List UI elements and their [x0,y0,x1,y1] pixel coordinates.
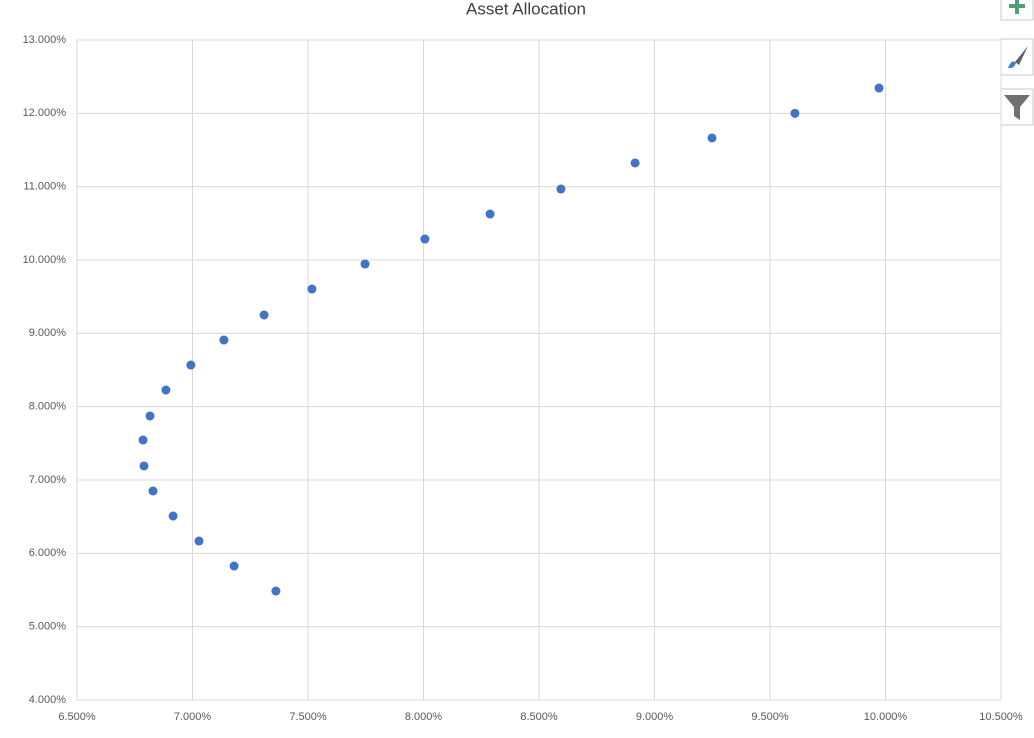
point [556,184,566,194]
point [194,536,204,546]
chart-styles-button[interactable] [1000,38,1034,76]
x-tick-label: 8.000% [405,711,443,723]
point [161,385,171,395]
x-tick-label: 10.500% [979,711,1023,723]
point [139,461,149,471]
x-tick-label: 9.500% [751,711,789,723]
y-tick-label: 6.000% [29,547,67,559]
y-tick-label: 9.000% [29,327,67,339]
y-tick-label: 7.000% [29,474,67,486]
point [790,108,800,118]
y-tick-label: 13.000% [23,34,67,46]
point [186,360,196,370]
chart-elements-button[interactable] [1000,0,1034,21]
point [259,310,269,320]
point [148,486,158,496]
point [485,209,495,219]
point [229,561,239,571]
point [630,158,640,168]
x-tick-label: 7.500% [289,711,327,723]
y-tick-label: 8.000% [29,401,67,413]
point [420,234,430,244]
y-tick-label: 11.000% [23,181,66,193]
point [360,259,370,269]
x-tick-label: 7.000% [174,711,212,723]
point [874,83,884,93]
point [138,435,148,445]
point [219,335,229,345]
point [145,411,155,421]
y-tick-label: 12.000% [23,107,67,119]
point [707,133,717,143]
chart-filters-button[interactable] [1000,88,1034,126]
point [307,284,317,294]
y-tick-label: 10.000% [23,254,67,266]
point [168,511,178,521]
x-tick-label: 9.000% [636,711,674,723]
y-tick-label: 4.000% [29,694,67,706]
chart-title: Asset Allocation [466,0,586,18]
x-tick-label: 6.500% [58,711,96,723]
y-tick-label: 5.000% [29,621,67,633]
x-tick-label: 10.000% [864,711,908,723]
point [271,586,281,596]
x-tick-label: 8.500% [520,711,558,723]
